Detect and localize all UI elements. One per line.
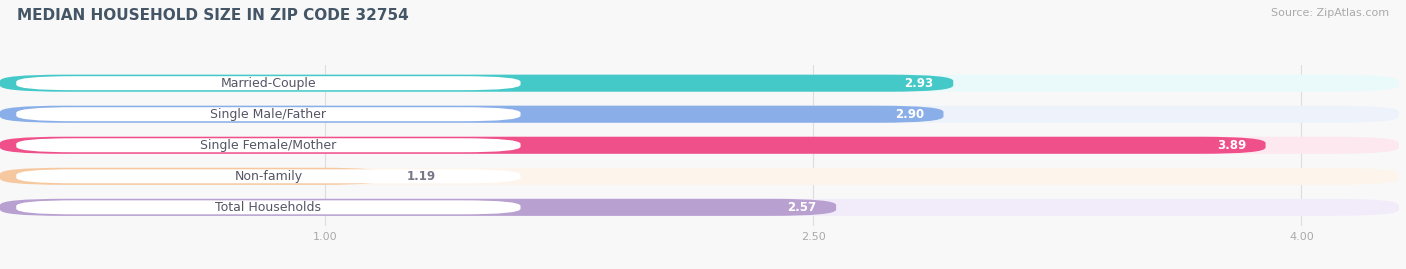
Text: MEDIAN HOUSEHOLD SIZE IN ZIP CODE 32754: MEDIAN HOUSEHOLD SIZE IN ZIP CODE 32754 bbox=[17, 8, 409, 23]
Text: 2.93: 2.93 bbox=[904, 77, 934, 90]
Text: 2.90: 2.90 bbox=[894, 108, 924, 121]
FancyBboxPatch shape bbox=[0, 168, 1399, 185]
FancyBboxPatch shape bbox=[0, 168, 387, 185]
FancyBboxPatch shape bbox=[0, 75, 953, 92]
FancyBboxPatch shape bbox=[0, 75, 1399, 92]
FancyBboxPatch shape bbox=[17, 200, 520, 214]
Text: Source: ZipAtlas.com: Source: ZipAtlas.com bbox=[1271, 8, 1389, 18]
FancyBboxPatch shape bbox=[17, 76, 520, 90]
FancyBboxPatch shape bbox=[0, 199, 837, 216]
Text: Married-Couple: Married-Couple bbox=[221, 77, 316, 90]
FancyBboxPatch shape bbox=[0, 199, 1399, 216]
Text: Single Female/Mother: Single Female/Mother bbox=[200, 139, 336, 152]
Text: 2.57: 2.57 bbox=[787, 201, 817, 214]
Text: Total Households: Total Households bbox=[215, 201, 322, 214]
Text: Single Male/Father: Single Male/Father bbox=[211, 108, 326, 121]
FancyBboxPatch shape bbox=[0, 106, 943, 123]
FancyBboxPatch shape bbox=[0, 137, 1399, 154]
FancyBboxPatch shape bbox=[0, 137, 1265, 154]
FancyBboxPatch shape bbox=[17, 169, 520, 183]
Text: Non-family: Non-family bbox=[235, 170, 302, 183]
Text: 3.89: 3.89 bbox=[1216, 139, 1246, 152]
Text: 1.19: 1.19 bbox=[406, 170, 436, 183]
FancyBboxPatch shape bbox=[0, 106, 1399, 123]
FancyBboxPatch shape bbox=[17, 138, 520, 152]
FancyBboxPatch shape bbox=[17, 107, 520, 121]
